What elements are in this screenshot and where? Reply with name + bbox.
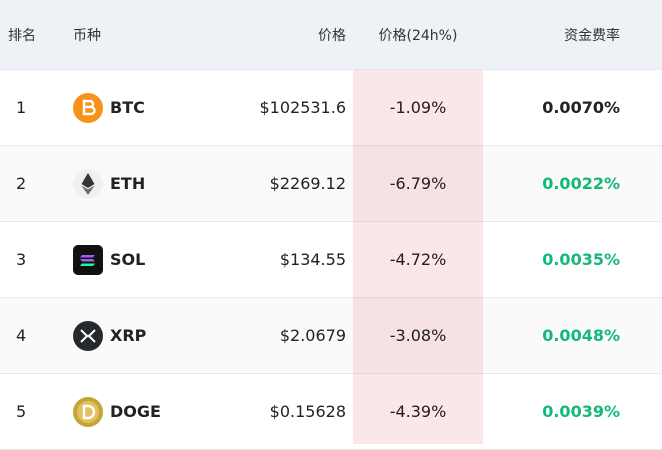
coin-symbol: SOL — [110, 250, 146, 269]
coin-icon — [73, 93, 103, 123]
funding-rate: 0.0022% — [542, 174, 620, 193]
table-row[interactable]: 1 BTC $102531.6 -1.09% 0.0070% — [0, 70, 662, 146]
rank: 3 — [16, 250, 27, 269]
table-row[interactable]: 2 ETH $2269.12 -6.79% 0.0022% — [0, 146, 662, 222]
column-header[interactable]: 排名 — [8, 27, 36, 44]
price: $134.55 — [279, 250, 346, 269]
price: $2.0679 — [279, 326, 346, 345]
column-header[interactable]: 币种 — [73, 27, 101, 44]
table-header: 排名 币种 价格 价格(24h%) 资金费率 — [0, 0, 662, 70]
column-header[interactable]: 价格 — [318, 27, 346, 44]
table-row[interactable]: 5 DOGE $0.15628 -4.39% 0.0039% — [0, 374, 662, 450]
column-header[interactable]: 价格(24h%) — [378, 27, 458, 44]
coin-symbol: XRP — [110, 326, 147, 345]
price-change: -3.08% — [389, 326, 447, 345]
rank: 5 — [16, 402, 27, 421]
rank: 1 — [16, 98, 27, 117]
price: $2269.12 — [269, 174, 346, 193]
coin-icon — [73, 321, 103, 351]
funding-rate: 0.0048% — [542, 326, 620, 345]
rank: 2 — [16, 174, 27, 193]
coin-symbol: BTC — [110, 98, 145, 117]
price: $0.15628 — [269, 402, 346, 421]
funding-rate: 0.0035% — [542, 250, 620, 269]
price-change: -4.39% — [389, 402, 447, 421]
rank: 4 — [16, 326, 27, 345]
funding-rate: 0.0070% — [542, 98, 620, 117]
funding-rate: 0.0039% — [542, 402, 620, 421]
table-row[interactable]: 3 SOL $134.55 -4.72% 0.0035% — [0, 222, 662, 298]
coin-icon — [73, 245, 103, 275]
column-header[interactable]: 资金费率 — [564, 27, 620, 44]
price-change: -1.09% — [389, 98, 447, 117]
price-change: -4.72% — [389, 250, 447, 269]
coin-icon — [73, 397, 103, 427]
coin-icon — [73, 169, 103, 199]
table-row[interactable]: 4 XRP $2.0679 -3.08% 0.0048% — [0, 298, 662, 374]
price-change: -6.79% — [389, 174, 447, 193]
coin-symbol: DOGE — [110, 402, 161, 421]
coin-symbol: ETH — [110, 174, 146, 193]
price: $102531.6 — [259, 98, 346, 117]
